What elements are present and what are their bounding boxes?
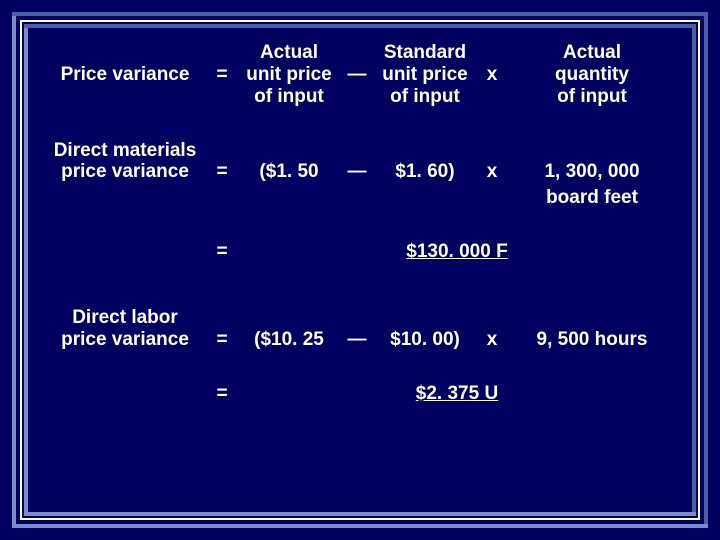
text: Actual bbox=[563, 42, 621, 63]
formula-term-standard-price: Standard unit price of input bbox=[370, 40, 480, 110]
dl-actual-price: ($10. 25 bbox=[234, 305, 344, 353]
dm-standard-price: $1. 60) bbox=[370, 138, 480, 186]
equals-sign: = bbox=[210, 239, 234, 265]
dm-label: Direct materials price variance bbox=[40, 138, 210, 186]
dm-quantity: 1, 300, 000 bbox=[504, 138, 680, 186]
text: of input bbox=[390, 86, 460, 107]
text: unit price bbox=[382, 64, 468, 85]
formula-label: Price variance bbox=[40, 40, 210, 110]
dl-row: Direct labor price variance = ($10. 25 —… bbox=[40, 305, 680, 353]
equals-sign: = bbox=[210, 381, 234, 407]
dm-quantity-unit: board feet bbox=[504, 185, 680, 211]
dl-result-row: = $2. 375 U bbox=[40, 381, 680, 407]
dm-result-row: = $130. 000 F bbox=[40, 239, 680, 265]
text: of input bbox=[557, 86, 627, 107]
text: Standard bbox=[384, 42, 466, 63]
equals-sign: = bbox=[210, 40, 234, 110]
text: quantity bbox=[555, 64, 629, 85]
minus-sign: — bbox=[344, 40, 370, 110]
times-sign: x bbox=[480, 138, 504, 186]
slide-content: Price variance = Actual unit price of in… bbox=[40, 40, 680, 500]
dl-result: $2. 375 U bbox=[234, 381, 680, 407]
dl-quantity: 9, 500 hours bbox=[504, 305, 680, 353]
text: price variance bbox=[61, 329, 189, 350]
formula-term-actual-price: Actual unit price of input bbox=[234, 40, 344, 110]
dm-result: $130. 000 F bbox=[234, 239, 680, 265]
text: Actual bbox=[260, 42, 318, 63]
text: price variance bbox=[61, 161, 189, 182]
text: of input bbox=[254, 86, 324, 107]
dl-label: Direct labor price variance bbox=[40, 305, 210, 353]
equals-sign: = bbox=[210, 138, 234, 186]
times-sign: x bbox=[480, 305, 504, 353]
text: unit price bbox=[246, 64, 332, 85]
times-sign: x bbox=[480, 40, 504, 110]
minus-sign: — bbox=[344, 305, 370, 353]
formula-table: Price variance = Actual unit price of in… bbox=[40, 40, 680, 406]
text: 1, 300, 000 bbox=[544, 161, 639, 182]
text: Direct labor bbox=[72, 307, 178, 328]
dm-actual-price: ($1. 50 bbox=[234, 138, 344, 186]
equals-sign: = bbox=[210, 305, 234, 353]
dm-row: Direct materials price variance = ($1. 5… bbox=[40, 138, 680, 186]
dm-qty-row2: board feet bbox=[40, 185, 680, 211]
text: Direct materials bbox=[54, 140, 197, 161]
dl-standard-price: $10. 00) bbox=[370, 305, 480, 353]
formula-row: Price variance = Actual unit price of in… bbox=[40, 40, 680, 110]
formula-term-actual-qty: Actual quantity of input bbox=[504, 40, 680, 110]
minus-sign: — bbox=[344, 138, 370, 186]
